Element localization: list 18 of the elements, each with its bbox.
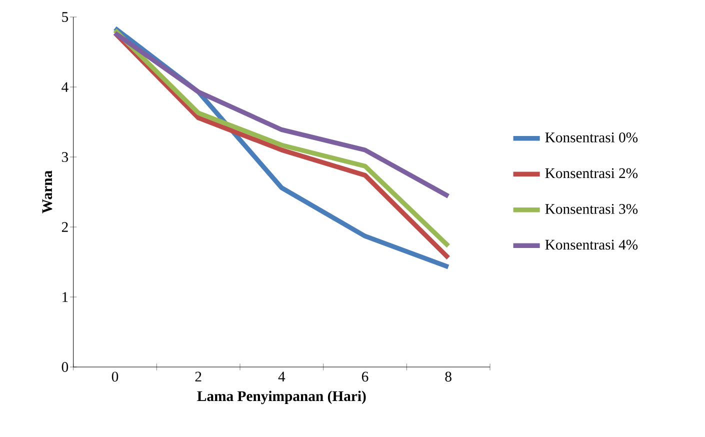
x-tick-label: 0: [112, 372, 118, 382]
y-tick-label: 5: [62, 12, 68, 22]
x-tick-label: 2: [195, 372, 202, 382]
legend-label: Konsentrasi 0%: [545, 132, 638, 142]
legend-label: Konsentrasi 2%: [545, 168, 638, 178]
x-tick-label: 8: [445, 372, 452, 382]
y-tick-label: 4: [62, 82, 68, 92]
legend-label: Konsentrasi 4%: [545, 240, 638, 250]
x-tick-label: 4: [278, 372, 286, 382]
y-axis-title: Warna: [42, 170, 52, 214]
y-tick-label: 0: [62, 362, 68, 372]
y-tick-label: 2: [62, 222, 68, 232]
y-tick-label: 1: [62, 292, 68, 302]
y-tick-label: 3: [62, 152, 68, 162]
legend-label: Konsentrasi 3%: [545, 204, 638, 214]
x-axis-title: Lama Penyimpanan (Hari): [197, 390, 366, 404]
x-tick-label: 6: [362, 372, 368, 382]
line-series: [112, 30, 451, 199]
